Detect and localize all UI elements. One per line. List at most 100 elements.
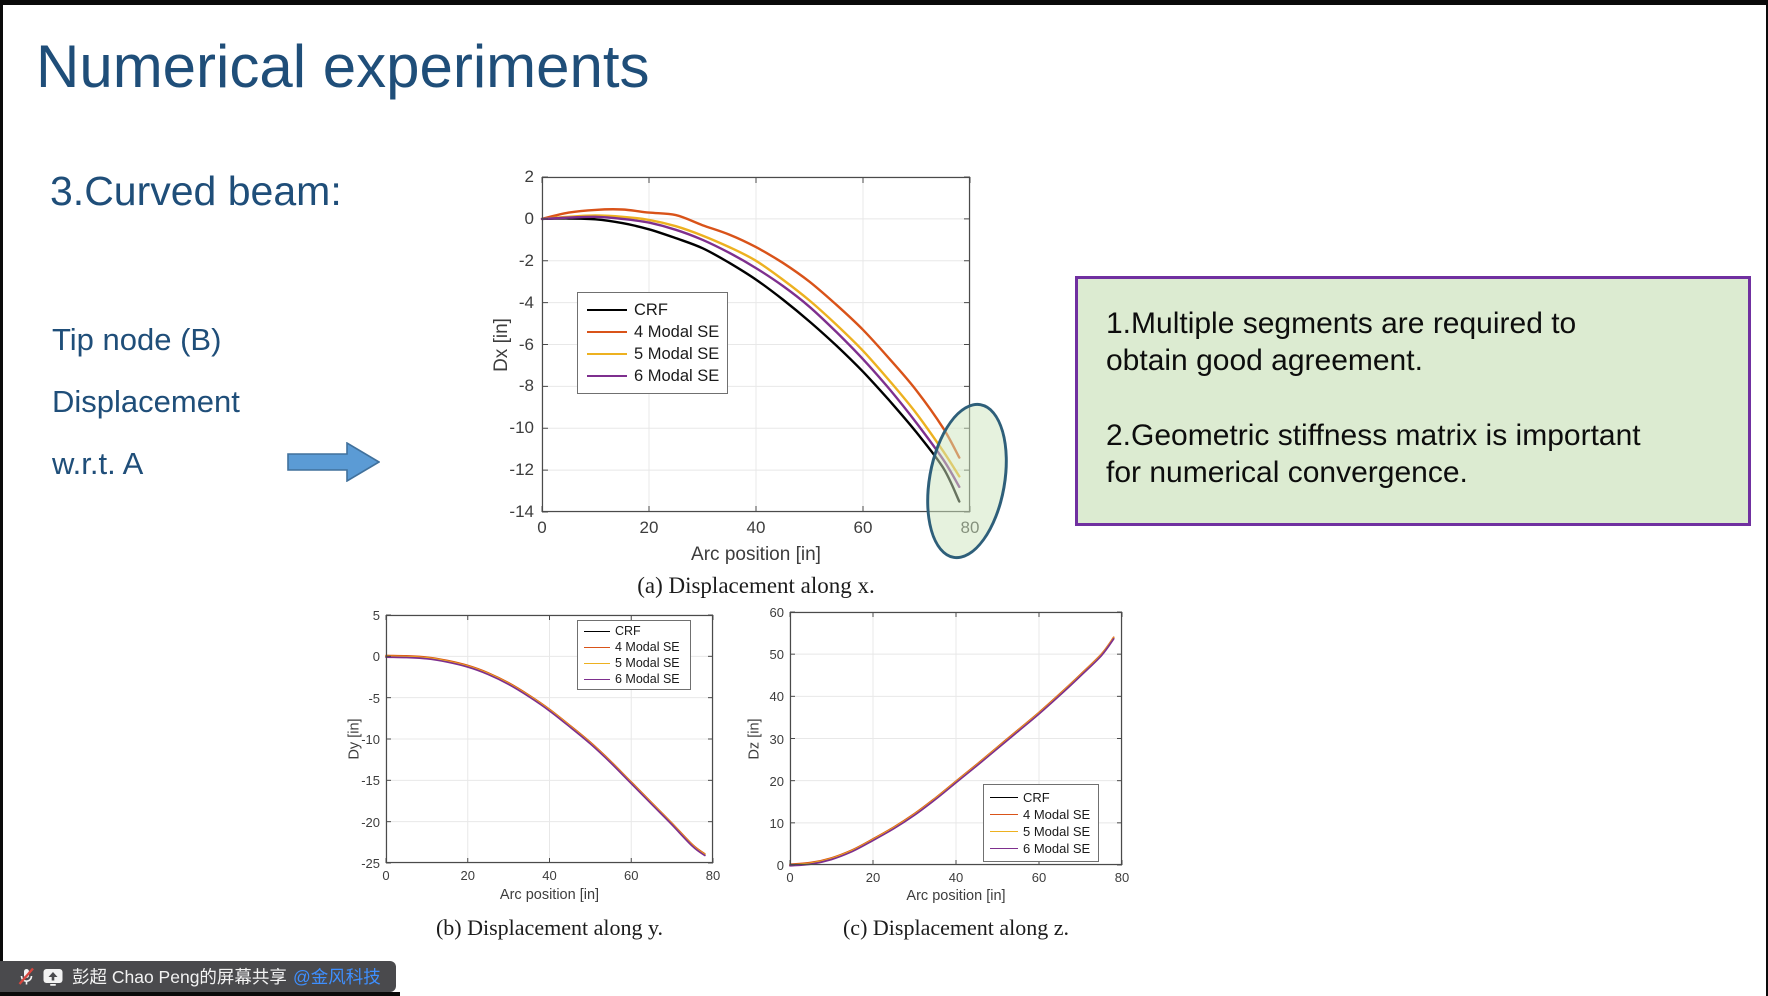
y-tick-label: -10 — [361, 732, 380, 747]
y-tick-label: -14 — [509, 502, 534, 521]
screen-share-icon — [43, 968, 63, 986]
x-tick-label: 80 — [1114, 870, 1130, 885]
x-tick-label: 60 — [1031, 870, 1047, 885]
y-tick-label: 40 — [769, 689, 784, 705]
curve-crf — [540, 217, 961, 503]
x-tick-label: 20 — [865, 870, 881, 885]
plot-area-dz — [789, 611, 1123, 867]
legend-line-icon — [587, 375, 627, 377]
y-tick-label: 0 — [776, 858, 784, 873]
chart-displacement-y: Dy [in] Arc position [in] (b) Displaceme… — [347, 608, 720, 940]
curve-6-modal-se — [540, 215, 961, 489]
caption-a: (a) Displacement along x. — [637, 573, 875, 598]
screen-share-indicator[interactable]: 彭超 Chao Peng的屏幕共享 @金风科技 — [0, 961, 396, 992]
y-tick-label: 0 — [524, 208, 534, 228]
x-tick-label: 40 — [542, 868, 557, 883]
y-tick-label: 30 — [769, 731, 784, 747]
chart-displacement-x: Dx [in] Arc position [in] (a) Displaceme… — [491, 167, 979, 598]
legend-label: 5 Modal SE — [1023, 824, 1091, 839]
share-label: 彭超 Chao Peng的屏幕共享 — [72, 967, 287, 987]
legend-label: 4 Modal SE — [615, 640, 680, 654]
plot-area-dy — [385, 614, 714, 864]
window-frame-right — [1766, 0, 1768, 996]
x-axis-label-dy: Arc position [in] — [499, 887, 600, 903]
y-tick-label: -4 — [518, 292, 534, 312]
microphone-muted-icon — [18, 967, 34, 985]
y-tick-label: -15 — [361, 773, 380, 789]
caption-b: (b) Displacement along y. — [435, 915, 664, 940]
caption-c: (c) Displacement along z. — [842, 915, 1069, 940]
legend-entry: 6 Modal SE — [584, 672, 690, 686]
y-tick-label: 20 — [769, 773, 784, 789]
section-heading: 3.Curved beam: — [50, 168, 342, 214]
y-tick-label: -20 — [361, 814, 380, 830]
legend-line-icon — [990, 831, 1018, 832]
note-box: 1.Multiple segments are required to obta… — [1075, 276, 1751, 526]
y-tick-label: -5 — [368, 690, 380, 706]
y-tick-label: 0 — [372, 649, 380, 665]
legend-line-icon — [584, 662, 610, 664]
y-tick-label: -25 — [361, 856, 380, 871]
legend-label: 6 Modal SE — [1023, 841, 1091, 856]
legend-line-icon — [584, 646, 610, 648]
note-point-1: 1.Multiple segments are required to obta… — [1106, 307, 1577, 377]
legend-line-icon — [587, 331, 627, 333]
legend-entry: 5 Modal SE — [587, 345, 727, 364]
y-tick-label: 5 — [372, 608, 380, 623]
legend-line-icon — [587, 353, 627, 355]
x-tick-label: 80 — [705, 868, 721, 883]
x-axis-label-dz: Arc position [in] — [906, 888, 1006, 904]
y-tick-label: 2 — [524, 167, 534, 186]
legend-dz: CRF 4 Modal SE 5 Modal SE 6 Modal SE — [983, 784, 1099, 862]
legend-label: CRF — [1023, 790, 1050, 805]
legend-dx: CRF 4 Modal SE 5 Modal SE 6 Modal SE — [577, 292, 728, 394]
y-tick-label: 60 — [769, 605, 784, 620]
x-tick-label: 20 — [460, 868, 475, 883]
legend-entry: 6 Modal SE — [990, 841, 1098, 856]
x-tick-label: 40 — [746, 518, 766, 537]
x-tick-label: 60 — [853, 518, 873, 537]
side-text: Tip node (B) Displacement w.r.t. A — [52, 322, 240, 508]
legend-label: CRF — [634, 300, 668, 319]
x-tick-label: 20 — [639, 518, 659, 537]
legend-label: 4 Modal SE — [1023, 807, 1091, 822]
y-tick-label: -10 — [509, 418, 534, 438]
side-line-wrt-a: w.r.t. A — [52, 446, 144, 481]
curve-6-modal-se — [789, 638, 1115, 867]
legend-line-icon — [584, 678, 610, 680]
window-frame-bottom — [0, 992, 400, 996]
legend-line-icon — [990, 814, 1018, 815]
legend-entry: CRF — [587, 301, 727, 320]
side-line-tip-node: Tip node (B) — [52, 322, 222, 357]
legend-entry: 4 Modal SE — [587, 323, 727, 342]
y-tick-label: -8 — [518, 376, 534, 396]
page-title: Numerical experiments — [36, 33, 650, 100]
legend-line-icon — [990, 848, 1018, 849]
legend-label: 4 Modal SE — [634, 322, 720, 341]
legend-entry: CRF — [584, 624, 690, 638]
curve-5-modal-se — [540, 214, 961, 478]
x-tick-label: 60 — [624, 868, 639, 883]
note-point-2: 2.Geometric stiffness matrix is importan… — [1106, 419, 1641, 489]
curve-6-modal-se — [385, 656, 706, 857]
legend-dy: CRF 4 Modal SE 5 Modal SE 6 Modal SE — [577, 620, 691, 690]
x-tick-label: 0 — [537, 518, 547, 537]
chart-displacement-z: Dz [in] Arc position [in] (c) Displaceme… — [747, 605, 1129, 940]
window-frame-left — [0, 0, 3, 996]
x-axis-label-dx: Arc position [in] — [691, 544, 821, 565]
legend-entry: 5 Modal SE — [584, 656, 690, 670]
y-tick-label: -6 — [518, 334, 534, 354]
window-frame-top — [0, 0, 1768, 5]
y-tick-label: 50 — [769, 647, 784, 663]
legend-label: 5 Modal SE — [634, 344, 720, 363]
legend-line-icon — [587, 309, 627, 311]
y-tick-label: -2 — [518, 250, 534, 270]
y-tick-label: 10 — [769, 815, 784, 831]
legend-label: 6 Modal SE — [615, 672, 680, 686]
legend-label: 5 Modal SE — [615, 656, 680, 670]
share-mention[interactable]: @金风科技 — [292, 967, 381, 987]
legend-label: CRF — [615, 624, 641, 638]
legend-entry: CRF — [990, 790, 1098, 805]
legend-entry: 4 Modal SE — [990, 807, 1098, 822]
x-tick-label: 0 — [786, 870, 794, 885]
